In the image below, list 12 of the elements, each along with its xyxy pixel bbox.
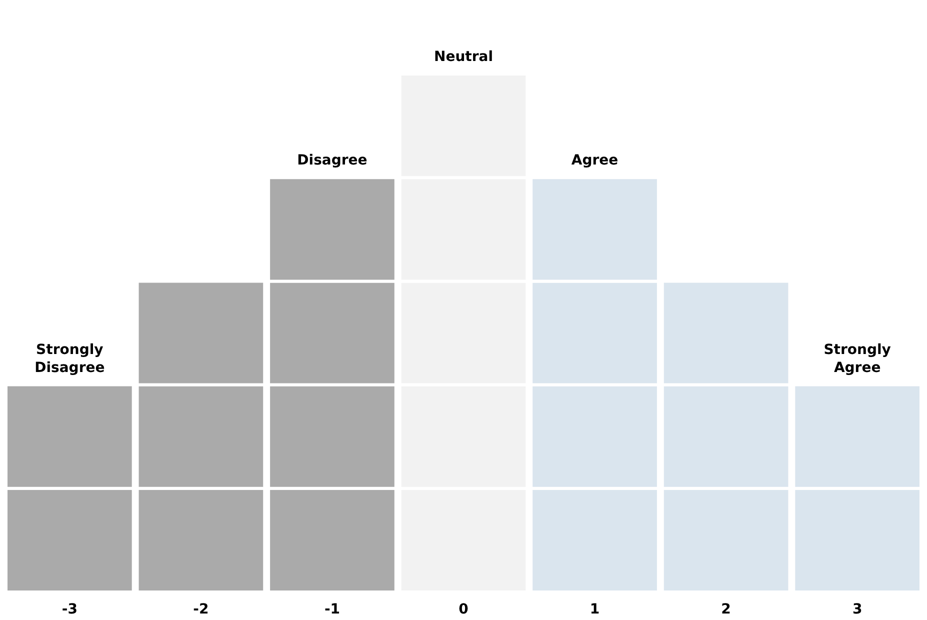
annotation: Agree xyxy=(571,152,618,169)
x-tick-label: 1 xyxy=(590,602,600,618)
annotation: Disagree xyxy=(297,152,368,169)
x-tick-label: -3 xyxy=(62,602,78,618)
annotation: Neutral xyxy=(434,49,494,65)
x-tick-label: 3 xyxy=(852,602,862,618)
x-tick-label: 2 xyxy=(721,602,731,618)
x-tick-label: -1 xyxy=(324,602,340,618)
annotation: Strongly Agree xyxy=(824,342,891,376)
x-tick-label: 0 xyxy=(458,602,469,618)
x-tick-label: -2 xyxy=(193,602,209,618)
annotation: Strongly Disagree xyxy=(34,342,105,376)
